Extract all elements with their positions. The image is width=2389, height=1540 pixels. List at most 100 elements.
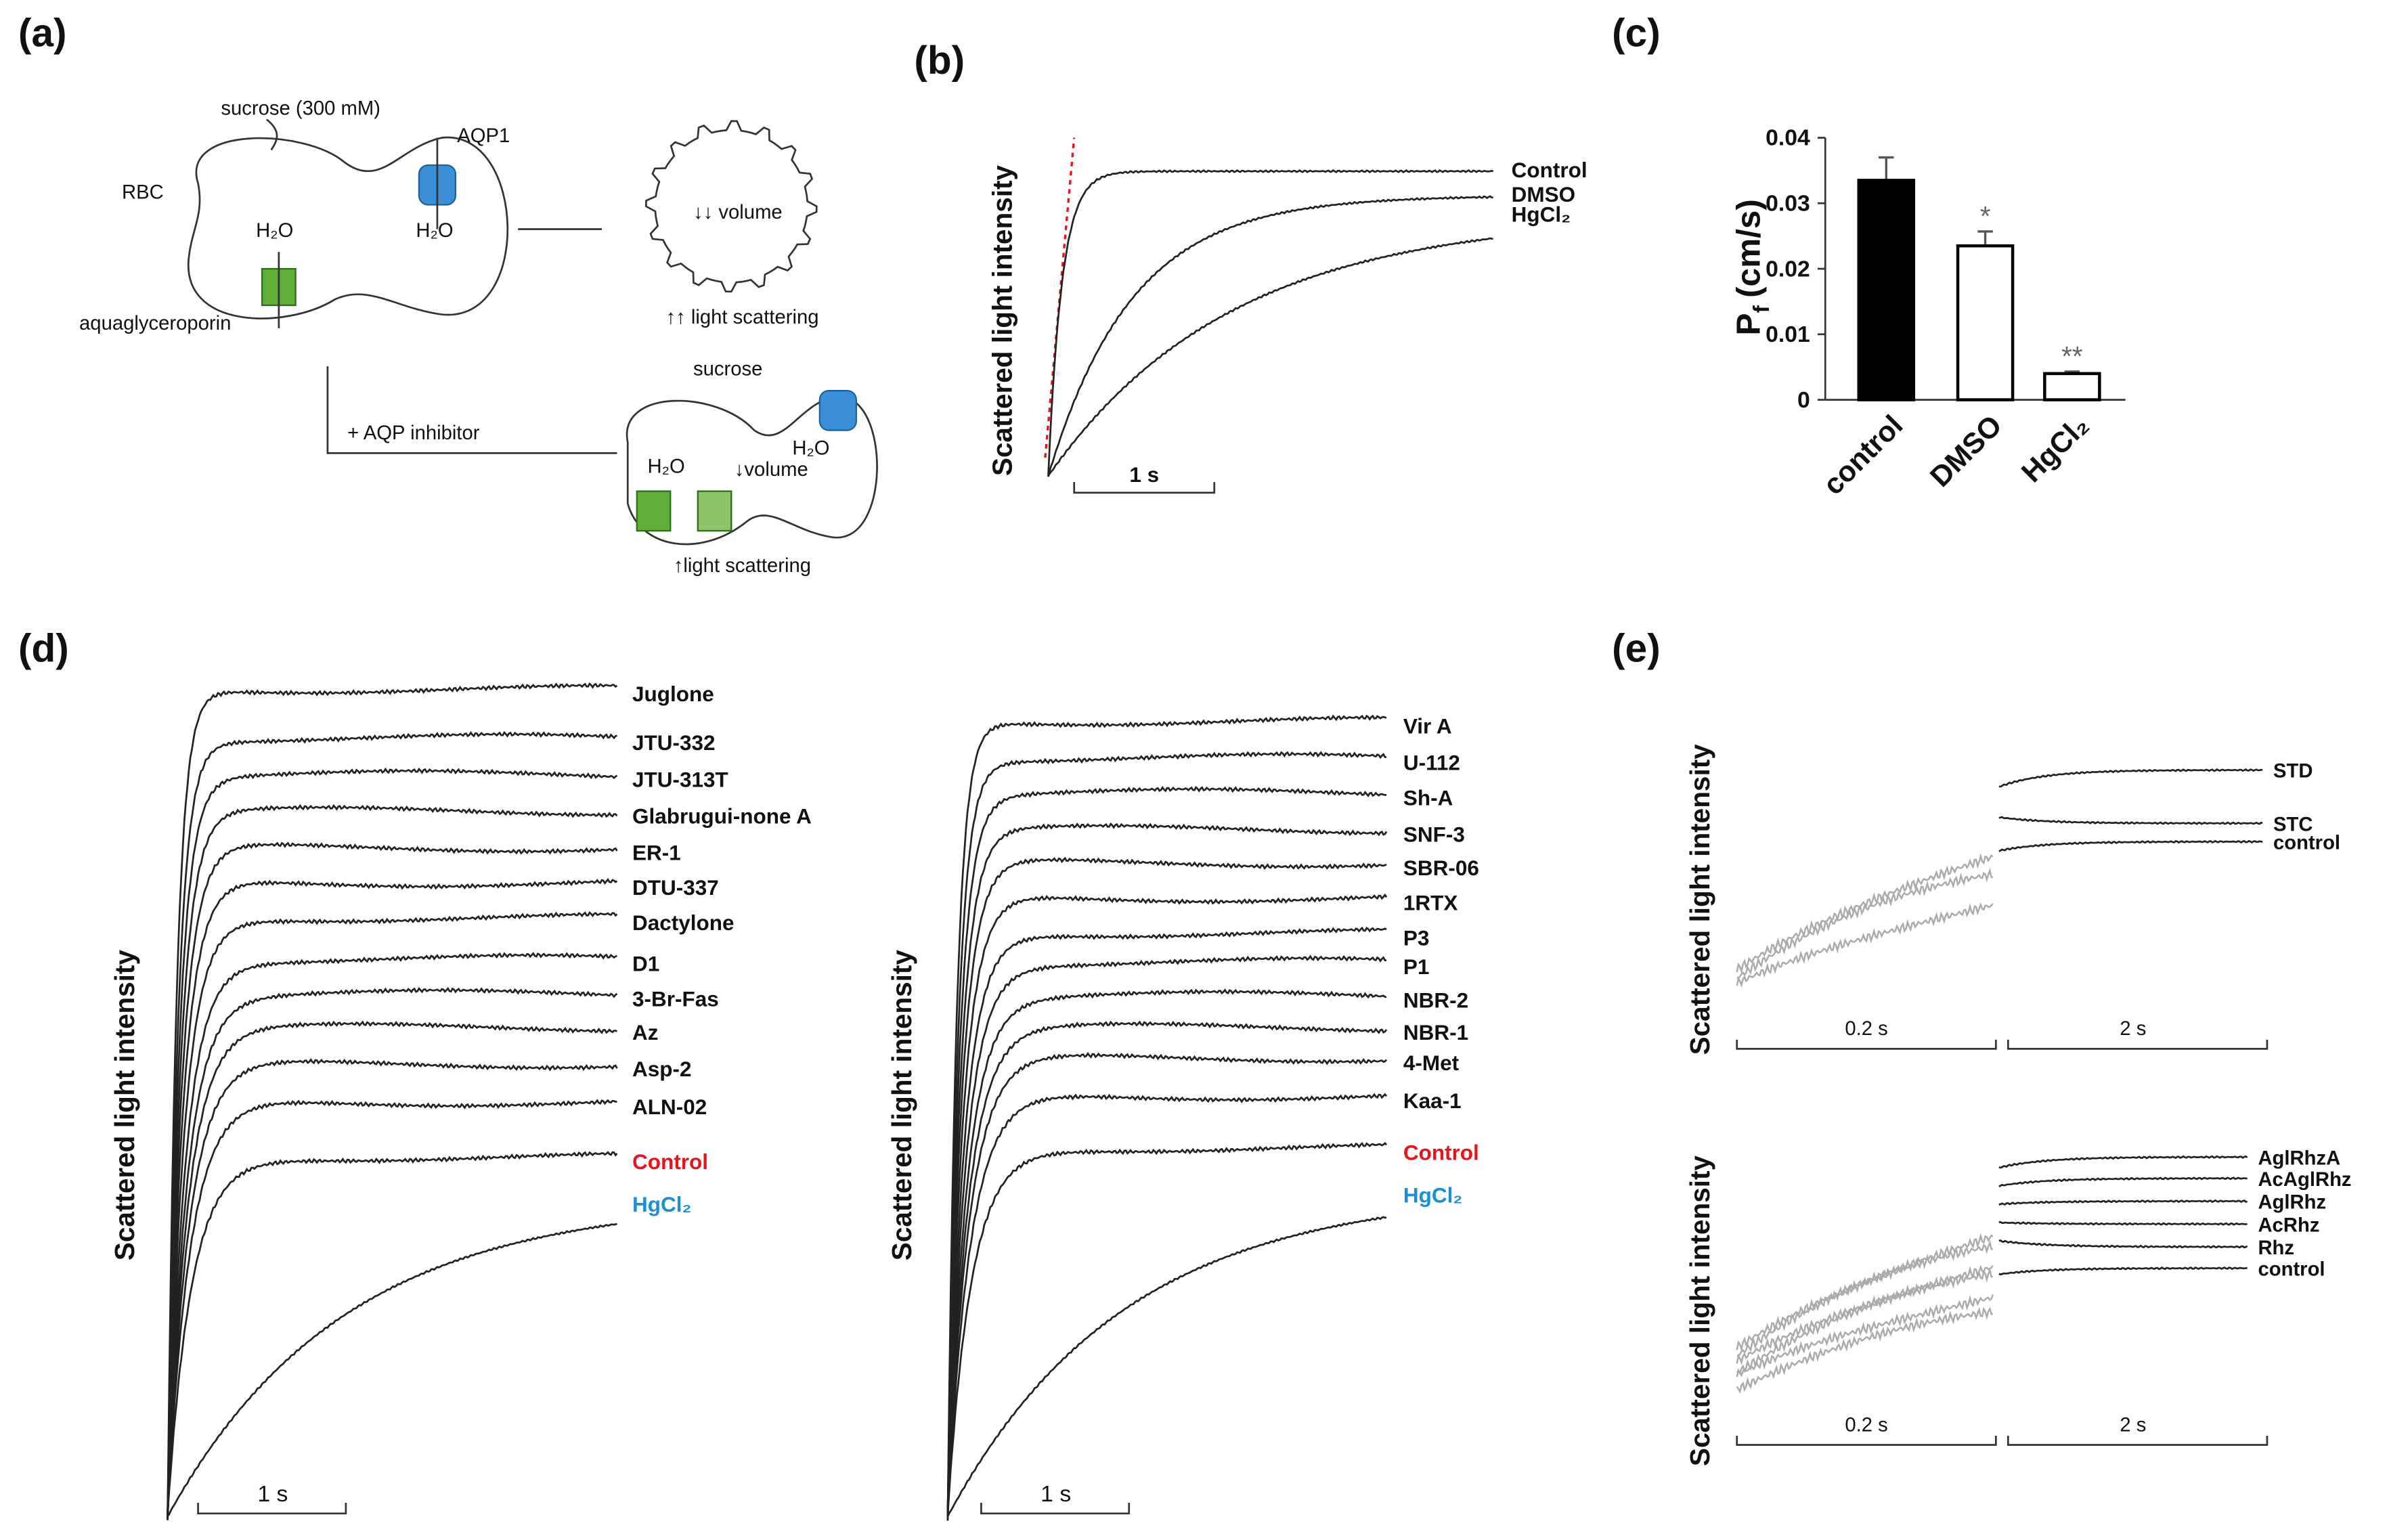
label: P1: [1403, 954, 1430, 979]
label: Juglone: [632, 682, 714, 706]
trace: [167, 1020, 618, 1520]
trace: [167, 1151, 618, 1514]
label: RBC: [122, 182, 164, 204]
trace: [1736, 868, 1994, 980]
label: Sh-A: [1403, 785, 1453, 810]
trace: [167, 1223, 617, 1517]
label: aquaglyceroporin: [79, 313, 231, 334]
label: sucrose (300 mM): [221, 98, 380, 120]
aquaglyceroporin-channel: [636, 490, 672, 532]
label: 2 s: [2120, 1018, 2146, 1040]
trace: [946, 856, 1387, 1513]
label: STC: [2273, 814, 2313, 836]
trace: [167, 1057, 618, 1516]
label: control: [2273, 833, 2340, 854]
label: (c): [1612, 11, 1661, 55]
trace: [946, 988, 1387, 1521]
trace: [167, 1099, 617, 1512]
label: 3-Br-Fas: [632, 986, 719, 1011]
label: Az: [632, 1020, 659, 1044]
label: 0.2 s: [1845, 1414, 1887, 1436]
label: **: [2061, 340, 2083, 372]
label: 0: [1797, 387, 1810, 413]
trace: [167, 730, 618, 1519]
label: ↓volume: [735, 459, 808, 481]
label: AcRhz: [2258, 1214, 2319, 1236]
label: ER-1: [632, 840, 681, 864]
label: Scattered light intensity: [1684, 744, 1715, 1055]
y-label-main: P: [1730, 313, 1767, 335]
x-tick-label: control: [1817, 409, 1909, 501]
aquaglyceroporin-channel: [697, 490, 732, 532]
label: D1: [632, 952, 659, 976]
trace: [167, 878, 618, 1512]
trace: [946, 954, 1387, 1520]
trace: [1736, 1306, 1994, 1394]
label: AcAglRhz: [2258, 1169, 2351, 1191]
trace: [946, 714, 1387, 1518]
x-tick-label: HgCl₂: [2015, 409, 2095, 489]
label: H₂O: [416, 220, 453, 242]
label: ↑light scattering: [674, 555, 811, 577]
trace: [946, 1142, 1388, 1516]
arrow: [266, 118, 278, 151]
label: DTU-337: [632, 875, 719, 900]
label: ↓↓ volume: [693, 202, 783, 223]
label: Scattered light intensity: [986, 165, 1017, 477]
label: 1RTX: [1403, 891, 1458, 915]
bar: [2043, 372, 2101, 401]
label: H₂O: [792, 438, 829, 460]
label: 0.03: [1766, 191, 1810, 217]
trace: [946, 1216, 1387, 1518]
trace: [167, 952, 617, 1518]
trace: [1998, 768, 2263, 788]
label: NBR-1: [1403, 1020, 1468, 1044]
label: 1 s: [257, 1481, 288, 1507]
label: (a): [18, 11, 67, 55]
trace: [1736, 853, 1994, 975]
label: SNF-3: [1403, 822, 1465, 846]
error-bar: [1977, 230, 1993, 246]
label: (b): [914, 39, 965, 83]
label: ALN-02: [632, 1095, 707, 1119]
trace: [167, 804, 618, 1519]
label: Scattered light intensity: [886, 950, 917, 1261]
label: 0.01: [1766, 322, 1810, 347]
arrow: [326, 366, 617, 454]
label: Vir A: [1403, 713, 1452, 738]
trace: [1736, 902, 1994, 988]
trace: [1998, 1199, 2248, 1206]
trace: [946, 1020, 1388, 1517]
label: ↑↑ light scattering: [666, 307, 819, 328]
label: H₂O: [256, 220, 293, 242]
label: HgCl₂: [1512, 202, 1571, 226]
trace: [1998, 839, 2263, 852]
label: AglRhzA: [2258, 1147, 2340, 1169]
trace: [946, 1093, 1388, 1514]
trace: [167, 986, 618, 1520]
trace: [1998, 1176, 2248, 1188]
label: control: [2258, 1259, 2325, 1281]
trace: [1998, 816, 2263, 826]
label: sucrose: [693, 359, 762, 380]
error-bar: [1879, 156, 1894, 181]
label: HgCl₂: [632, 1192, 692, 1216]
label: 0.02: [1766, 256, 1810, 282]
label: 0.2 s: [1845, 1018, 1887, 1040]
label: JTU-332: [632, 730, 716, 755]
label: JTU-313T: [632, 767, 728, 791]
trace: [1736, 1267, 1993, 1375]
trace: [1998, 1239, 2248, 1249]
schematic: [187, 118, 878, 546]
initial-slope-line: [1044, 137, 1076, 458]
trace: [1998, 1266, 2248, 1276]
label: AQP1: [457, 125, 510, 147]
label: SBR-06: [1403, 856, 1479, 880]
label: *: [1980, 200, 1991, 232]
trace: [946, 926, 1387, 1516]
label: (d): [18, 627, 69, 671]
trace: [1047, 195, 1493, 477]
x-tick-label: DMSO: [1924, 409, 2009, 493]
label: Glabrugui-none A: [632, 804, 812, 828]
